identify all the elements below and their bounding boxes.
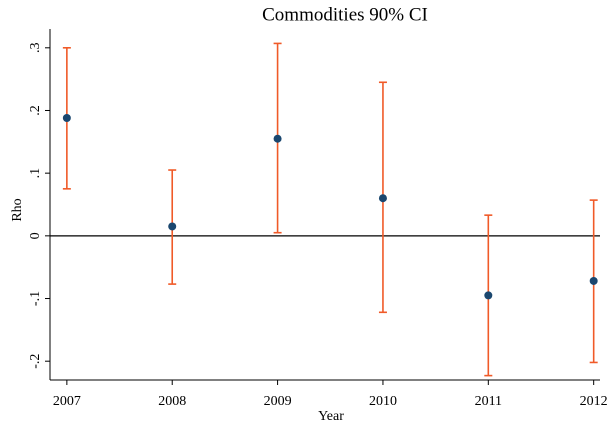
y-axis-label: Rho <box>10 198 25 221</box>
point <box>62 114 71 123</box>
point <box>589 276 598 285</box>
x-tick-label: 2011 <box>475 394 502 409</box>
y-tick-label: .3 <box>28 43 43 54</box>
chart-title: Commodities 90% CI <box>262 4 428 25</box>
x-axis-label: Year <box>318 409 344 424</box>
point <box>273 134 282 143</box>
x-tick-label: 2007 <box>53 394 81 409</box>
x-tick-label: 2012 <box>580 394 608 409</box>
point <box>484 291 493 300</box>
x-tick-label: 2010 <box>369 394 397 409</box>
point <box>378 194 387 203</box>
y-tick-label: 0 <box>28 232 43 239</box>
y-tick-label: .1 <box>28 168 43 179</box>
y-tick-label: .2 <box>28 105 43 116</box>
y-tick-label: -.2 <box>28 354 43 369</box>
x-tick-label: 2009 <box>264 394 292 409</box>
x-tick-label: 2008 <box>158 394 186 409</box>
point <box>168 222 177 231</box>
y-tick-label: -.1 <box>28 291 43 306</box>
